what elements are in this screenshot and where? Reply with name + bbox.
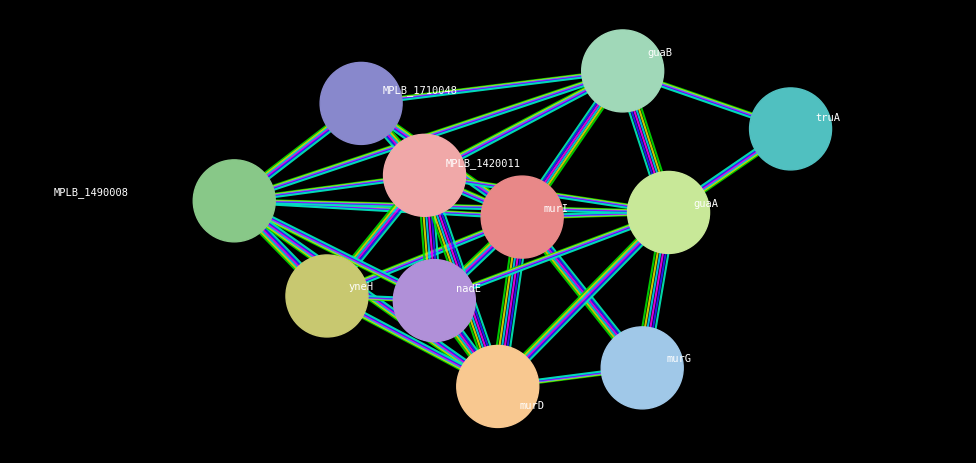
Ellipse shape (393, 260, 475, 342)
Text: nadE: nadE (456, 283, 481, 293)
Ellipse shape (384, 135, 466, 217)
Text: guaA: guaA (693, 199, 718, 209)
Ellipse shape (457, 346, 539, 427)
Text: murD: murD (519, 400, 545, 410)
Text: yneH: yneH (348, 281, 374, 291)
Text: MPLB_1420011: MPLB_1420011 (446, 157, 521, 169)
Ellipse shape (582, 31, 664, 113)
Ellipse shape (601, 327, 683, 409)
Ellipse shape (750, 89, 832, 170)
Ellipse shape (628, 172, 710, 254)
Ellipse shape (481, 177, 563, 258)
Text: truA: truA (815, 113, 840, 123)
Text: murI: murI (544, 203, 569, 213)
Text: MPLB_1710048: MPLB_1710048 (383, 85, 458, 96)
Ellipse shape (286, 256, 368, 337)
Text: guaB: guaB (647, 48, 672, 58)
Text: MPLB_1490008: MPLB_1490008 (54, 187, 129, 198)
Text: murG: murG (667, 353, 692, 363)
Ellipse shape (193, 161, 275, 242)
Ellipse shape (320, 63, 402, 145)
